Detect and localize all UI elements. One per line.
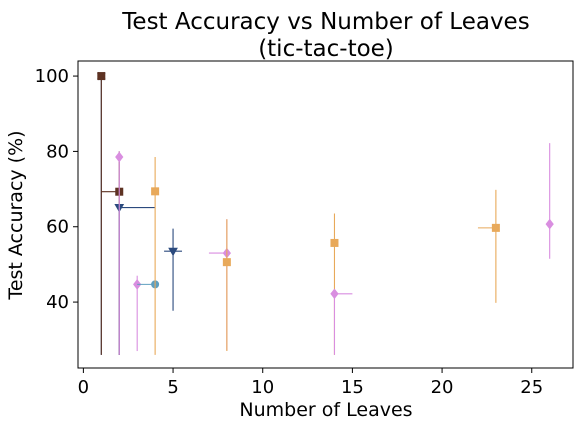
y-tick-label: 40: [46, 292, 69, 313]
data-point: [222, 219, 231, 352]
data-point: [164, 228, 183, 311]
point-marker: [330, 288, 339, 300]
point-marker: [491, 223, 500, 232]
data-point: [133, 275, 142, 352]
data-point: [115, 151, 124, 355]
data-point: [545, 143, 554, 259]
y-tick-label: 60: [46, 217, 69, 238]
axes-frame: [77, 60, 574, 369]
point-marker: [222, 258, 231, 267]
y-axis-ticks: 40 60 80 100: [35, 66, 78, 313]
point-marker: [545, 218, 554, 230]
chart-subtitle: (tic-tac-toe): [258, 36, 394, 62]
x-tick-label: 15: [341, 377, 364, 398]
x-tick-label: 5: [167, 377, 178, 398]
y-tick-label: 80: [46, 141, 69, 162]
point-marker: [168, 247, 178, 257]
x-tick-label: 10: [251, 377, 274, 398]
point-marker: [330, 238, 339, 247]
x-tick-label: 0: [78, 377, 89, 398]
data-point: [114, 204, 156, 355]
plot-area: [97, 71, 554, 355]
x-tick-label: 25: [520, 377, 543, 398]
x-tick-label: 20: [431, 377, 454, 398]
x-axis-ticks: 0 5 10 15 20 25: [78, 368, 543, 398]
chart-title: Test Accuracy vs Number of Leaves: [121, 9, 529, 35]
y-tick-label: 100: [35, 66, 69, 87]
data-point: [477, 189, 500, 303]
data-point: [151, 157, 160, 355]
x-axis-label: Number of Leaves: [239, 399, 412, 421]
y-axis-label: Test Accuracy (%): [5, 130, 27, 300]
point-marker: [97, 72, 106, 81]
point-marker: [115, 151, 124, 163]
point-marker: [151, 187, 160, 196]
data-point: [97, 72, 106, 355]
data-point: [330, 288, 353, 355]
